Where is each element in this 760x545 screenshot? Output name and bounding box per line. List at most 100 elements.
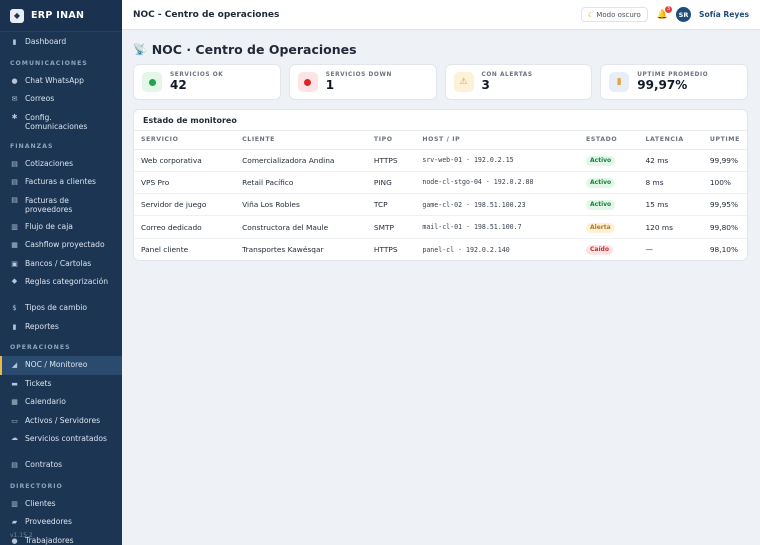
- avatar[interactable]: SR: [676, 7, 692, 22]
- cell-uptime: 99,95%: [702, 193, 747, 217]
- sidebar-item-contratos[interactable]: ▤ Contratos: [0, 456, 122, 475]
- sidebar-item-cashflow-proyectado[interactable]: ▦ Cashflow proyectado: [0, 236, 122, 255]
- sidebar-item-proveedores[interactable]: ▰ Proveedores: [0, 513, 122, 532]
- sidebar-nav: ▮ Dashboard COMUNICACIONES ● Chat WhatsApp ✉ C…: [0, 32, 122, 545]
- sidebar-item-tickets[interactable]: ▬ Tickets: [0, 375, 122, 394]
- calendar-icon: ▦: [11, 398, 18, 406]
- monitor-table: SERVICIO CLIENTE TIPO HOST / IP ESTADO LATENC…: [134, 131, 747, 260]
- sidebar-item-calendario[interactable]: ▦ Calendario: [0, 393, 122, 412]
- column-header[interactable]: LATENCIA: [638, 131, 703, 150]
- sidebar-item-noc-monitoreo[interactable]: ◢ NOC / Monitoreo: [0, 356, 122, 375]
- cell-type: TCP: [366, 193, 416, 217]
- whatsapp-icon: ●: [11, 76, 18, 85]
- cell-type: SMTP: [366, 215, 416, 239]
- sidebar: ◆ ERP INAN ▮ Dashboard COMUNICACIONES ● Chat…: [0, 0, 122, 545]
- ok-dot-icon: [142, 72, 162, 92]
- sidebar-item-reglas-categorizaci-n[interactable]: ◆ Reglas categorización: [0, 273, 122, 299]
- sidebar-item-chat-whatsapp[interactable]: ● Chat WhatsApp: [0, 72, 122, 91]
- table-row[interactable]: VPS Pro Retail Pacífico PING node-cl-stgo-0…: [134, 171, 747, 195]
- stats-row: SERVICIOS OK 42 SERVICIOS DOWN 1 ⚠ CON ALERTA…: [133, 64, 748, 100]
- table-row[interactable]: Panel cliente Transportes Kawésqar HTTPS pa…: [134, 238, 747, 260]
- topbar-actions: ☾ Modo oscuro 🔔 3 SR Sofía Reyes: [580, 5, 749, 22]
- cell-host: node-cl-stgo-04 · 192.0.2.88: [415, 171, 580, 195]
- stat-glyph: ⚠: [459, 77, 468, 87]
- stat-value: 1: [325, 78, 335, 92]
- status-badge: Alerta: [586, 222, 615, 233]
- cell-host: panel-cl · 192.0.2.140: [422, 245, 510, 254]
- sidebar-item-bancos-cartolas[interactable]: ▣ Bancos / Cartolas: [0, 255, 122, 274]
- column-header[interactable]: TIPO: [366, 131, 416, 150]
- sidebar-item-label: Cashflow proyectado: [25, 240, 105, 249]
- cell-client: Comercializadora Andina: [235, 149, 367, 172]
- sidebar-item-label: Reportes: [25, 321, 59, 331]
- sidebar-item-reportes[interactable]: ▮ Reportes: [0, 318, 122, 337]
- column-header[interactable]: CLIENTE: [235, 131, 367, 150]
- sidebar-item-label: Config. Comunicaciones: [25, 112, 88, 131]
- report-icon: ▮: [12, 322, 17, 331]
- column-header[interactable]: UPTIME: [702, 131, 747, 150]
- sidebar-item-tipos-de-cambio[interactable]: $ Tipos de cambio: [0, 299, 122, 318]
- dark-mode-button[interactable]: ☾ Modo oscuro: [580, 7, 648, 22]
- brand[interactable]: ◆ ERP INAN: [0, 0, 122, 32]
- sidebar-item-label: Trabajadores: [25, 535, 74, 545]
- notifications-button[interactable]: 🔔 3: [656, 5, 673, 20]
- sidebar-item-label: Correos: [25, 94, 55, 103]
- money-icon: $: [12, 304, 17, 312]
- sidebar-item-label: Flujo de caja: [25, 221, 73, 231]
- cell-latency: —: [645, 245, 653, 255]
- moon-icon: ☾: [587, 11, 595, 19]
- column-header[interactable]: SERVICIO: [134, 131, 236, 150]
- column-header[interactable]: HOST / IP: [415, 131, 580, 150]
- page-title: 📡 NOC · Centro de Operaciones: [133, 41, 748, 57]
- cell-latency: 42 ms: [638, 149, 703, 172]
- document-icon: ▤: [11, 159, 18, 168]
- table-header-row: SERVICIO CLIENTE TIPO HOST / IP ESTADO LATENC…: [134, 131, 747, 150]
- sidebar-item-cotizaciones[interactable]: ▤ Cotizaciones: [0, 155, 122, 174]
- mail-icon: ✉: [11, 95, 18, 103]
- sidebar-item-label: Activos / Servidores: [25, 415, 101, 425]
- page-title-text: NOC · Centro de Operaciones: [151, 41, 357, 57]
- monitor-panel: Estado de monitoreo SERVICIO CLIENTE TIPO H…: [133, 109, 748, 262]
- stat-card: SERVICIOS DOWN 1: [288, 64, 437, 100]
- table-row[interactable]: Correo dedicado Constructora del Maule SMT…: [134, 215, 747, 239]
- invoice-icon: ▤: [11, 178, 18, 186]
- sidebar-item-clientes[interactable]: ▥ Clientes: [0, 495, 122, 514]
- bank-icon: ▣: [11, 259, 18, 268]
- dark-mode-label: Modo oscuro: [596, 11, 641, 19]
- server-icon: ▭: [11, 416, 18, 425]
- sidebar-item-dashboard[interactable]: ▮ Dashboard: [0, 33, 122, 52]
- table-body: Web corporativa Comercializadora Andina HT…: [134, 149, 747, 260]
- sidebar-item-facturas-a-clientes[interactable]: ▤ Facturas a clientes: [0, 173, 122, 192]
- sidebar-item-activos-servidores[interactable]: ▭ Activos / Servidores: [0, 412, 122, 431]
- stat-card: ⚠ CON ALERTAS 3: [444, 64, 593, 100]
- cell-status: Alerta: [579, 215, 639, 239]
- sidebar-item-config-comunicaciones[interactable]: ✱ Config. Comunicaciones: [0, 109, 122, 135]
- brand-logo-icon: ◆: [10, 8, 24, 23]
- cell-client: Viña Los Robles: [235, 193, 367, 217]
- trend-icon: ▦: [11, 241, 18, 249]
- stat-text: CON ALERTAS 3: [482, 72, 533, 92]
- status-badge: Activo: [586, 155, 616, 166]
- stat-card: ▮ UPTIME PROMEDIO 99,97%: [600, 64, 748, 100]
- sidebar-item-facturas-de-proveedores[interactable]: ▤ Facturas de proveedores: [0, 192, 122, 218]
- cell-type: HTTPS: [366, 149, 416, 172]
- sidebar-item-label: Bancos / Cartolas: [25, 258, 92, 268]
- status-badge: Activo: [586, 200, 616, 211]
- app-version: v1.15.2: [10, 532, 33, 539]
- column-header[interactable]: ESTADO: [579, 131, 639, 150]
- cell-service: VPS Pro: [134, 171, 236, 195]
- table-row[interactable]: Servidor de juego Viña Los Robles TCP game-…: [134, 193, 747, 217]
- sidebar-item-flujo-de-caja[interactable]: ▥ Flujo de caja: [0, 218, 122, 237]
- cell-host: mail-cl-01 · 198.51.100.7: [415, 215, 580, 239]
- user-name[interactable]: Sofía Reyes: [699, 10, 749, 19]
- cell-uptime: 99,99%: [702, 149, 747, 172]
- tag-icon: ◆: [11, 277, 18, 285]
- status-dot: [148, 78, 156, 86]
- table-row[interactable]: Web corporativa Comercializadora Andina HT…: [134, 149, 747, 172]
- bell-icon: 🔔: [656, 9, 669, 20]
- contract-icon: ▤: [11, 461, 18, 469]
- sidebar-item-servicios-contratados[interactable]: ☁ Servicios contratados: [0, 430, 122, 456]
- sidebar-item-correos[interactable]: ✉ Correos: [0, 90, 122, 109]
- sidebar-item-trabajadores[interactable]: ● Trabajadores: [0, 532, 122, 545]
- sidebar-item-label: Clientes: [25, 498, 56, 508]
